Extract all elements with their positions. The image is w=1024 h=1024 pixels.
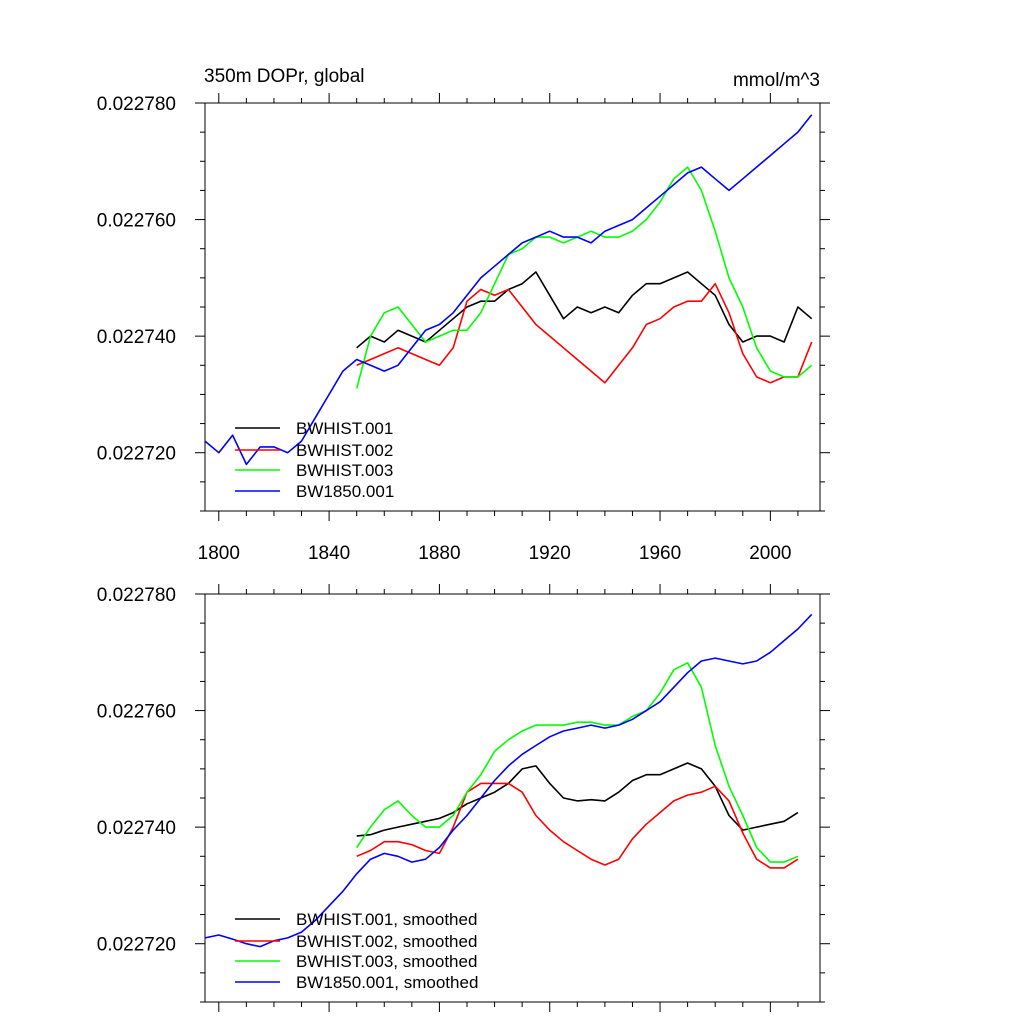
x-tick-label: 1920 <box>529 543 571 564</box>
y-tick-labels: 0.022720 0.022740 0.022760 0.022780 <box>97 585 176 956</box>
legend-label: BW1850.001, smoothed <box>296 973 478 992</box>
series-line-bw1850-001 <box>204 613 813 948</box>
y-tick-label: 0.022720 <box>97 935 176 956</box>
series-line-bwhist-003 <box>355 166 813 389</box>
x-tick-label: 1840 <box>308 543 350 564</box>
y-tick-label: 0.022720 <box>97 444 176 465</box>
series-line-bw1850-001 <box>204 114 813 466</box>
legend-label: BWHIST.003 <box>296 461 393 480</box>
x-tick-label: 1960 <box>639 543 681 564</box>
y-tick-label: 0.022740 <box>97 818 176 839</box>
y-tick-label: 0.022780 <box>97 94 176 115</box>
chart-title: 350m DOPr, global <box>204 66 365 87</box>
series-lines <box>204 613 813 948</box>
units-label: mmol/m^3 <box>733 70 820 91</box>
legend: BWHIST.001 BWHIST.002 BWHIST.003 BW1850.… <box>235 419 394 501</box>
x-tick-label: 1880 <box>418 543 460 564</box>
y-tick-label: 0.022760 <box>97 702 176 723</box>
top-panel: 350m DOPr, global mmol/m^3 0.022720 0.02… <box>97 66 830 564</box>
series-line-bwhist-001 <box>356 762 799 837</box>
series-lines <box>204 114 813 466</box>
y-tick-labels: 0.022720 0.022740 0.022760 0.022780 <box>97 94 176 465</box>
axis-ticks <box>195 584 830 1012</box>
series-line-bwhist-002 <box>356 282 813 384</box>
legend-label: BWHIST.001 <box>296 419 393 438</box>
series-line-bwhist-002 <box>356 782 799 869</box>
legend-label: BWHIST.002 <box>296 441 393 460</box>
legend-label: BWHIST.003, smoothed <box>296 952 477 971</box>
legend: BWHIST.001, smoothed BWHIST.002, smoothe… <box>235 910 478 992</box>
legend-label: BWHIST.002, smoothed <box>296 932 477 951</box>
x-tick-label: 1800 <box>198 543 240 564</box>
bottom-panel: 0.022720 0.022740 0.022760 0.022780 BWHI… <box>97 584 830 1012</box>
series-line-bwhist-003 <box>356 661 799 863</box>
axis-ticks <box>195 93 830 521</box>
x-tick-label: 2000 <box>749 543 791 564</box>
y-tick-label: 0.022780 <box>97 585 176 606</box>
legend-label: BW1850.001 <box>296 482 394 501</box>
y-tick-label: 0.022760 <box>97 211 176 232</box>
legend-label: BWHIST.001, smoothed <box>296 910 477 929</box>
y-tick-label: 0.022740 <box>97 327 176 348</box>
x-tick-labels: 1800 1840 1880 1920 1960 2000 <box>198 543 792 564</box>
